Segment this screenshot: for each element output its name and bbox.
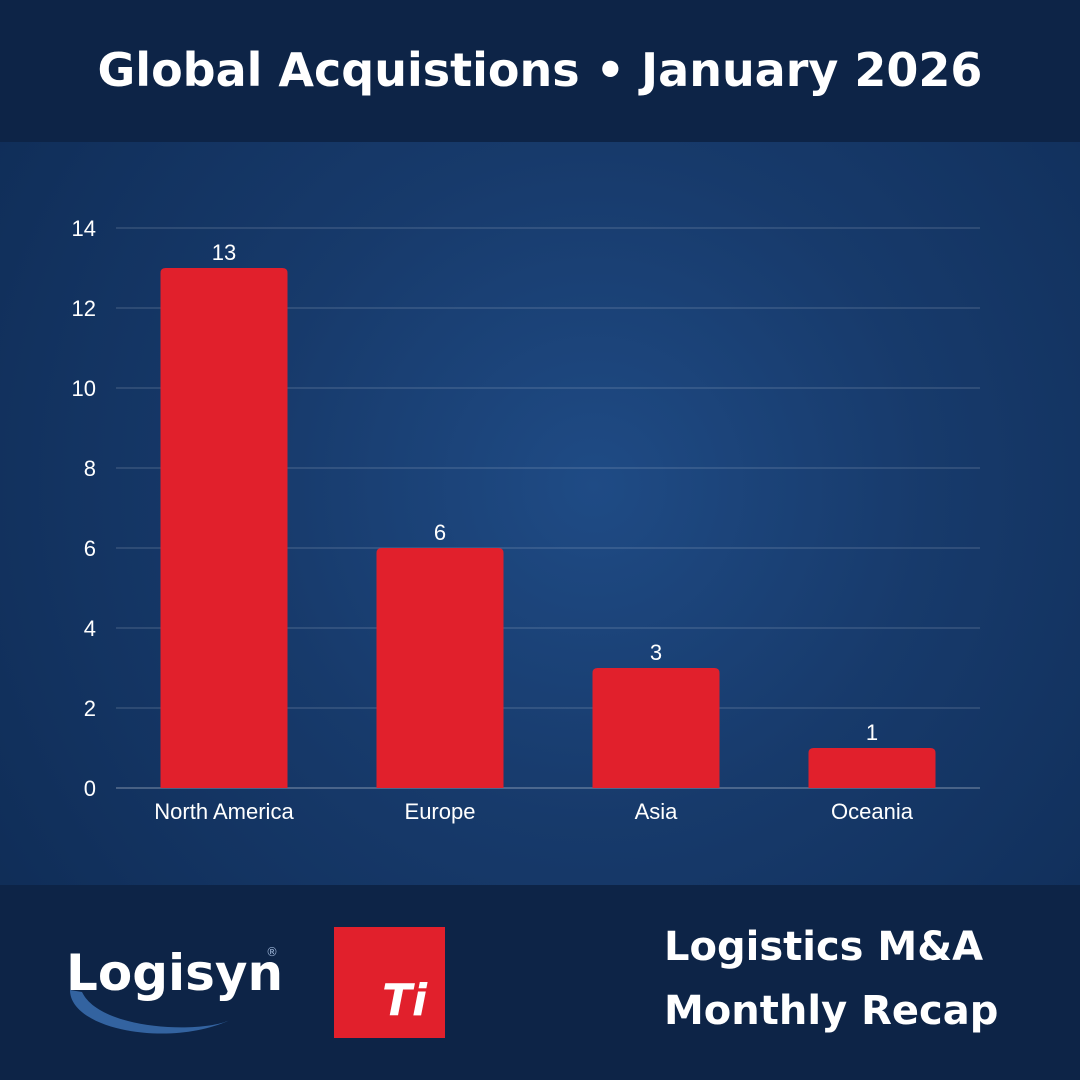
bar [160, 268, 288, 788]
y-tick-label: 12 [72, 296, 96, 321]
data-label: 13 [212, 240, 236, 265]
recap-line-2: Monthly Recap [664, 988, 999, 1034]
x-tick-label: North America [154, 799, 294, 824]
recap-title: Logistics M&A Monthly Recap [664, 915, 998, 1043]
x-tick-label: Oceania [831, 799, 914, 824]
registered-mark: ® [266, 945, 278, 959]
recap-line-1: Logistics M&A [664, 924, 984, 970]
logisyn-logo: Logisyn ® [66, 944, 283, 1034]
footer-band [0, 885, 1080, 1080]
bar [592, 668, 720, 788]
y-tick-label: 4 [84, 616, 96, 641]
x-tick-label: Europe [405, 799, 476, 824]
data-label: 1 [866, 720, 878, 745]
y-tick-label: 10 [72, 376, 96, 401]
y-tick-label: 2 [84, 696, 96, 721]
ti-logo: Ti [334, 927, 445, 1038]
bar-chart: 0 2 4 6 8 10 12 14 13 North America 6 Europe 3 Asia 1 O… [72, 216, 980, 824]
y-tick-label: 0 [84, 776, 96, 801]
header-band: Global Acquistions • January 2026 [0, 0, 1080, 142]
data-label: 3 [650, 640, 662, 665]
y-tick-label: 6 [84, 536, 96, 561]
bar [376, 548, 504, 788]
y-tick-label: 8 [84, 456, 96, 481]
page-title: Global Acquistions • January 2026 [97, 43, 983, 97]
logisyn-wordmark: Logisyn [66, 944, 283, 1002]
x-tick-label: Asia [635, 799, 679, 824]
ti-logo-text: Ti [382, 975, 428, 1026]
bar [808, 748, 936, 788]
logisyn-swoosh [70, 990, 230, 1034]
data-label: 6 [434, 520, 446, 545]
y-tick-label: 14 [72, 216, 96, 241]
